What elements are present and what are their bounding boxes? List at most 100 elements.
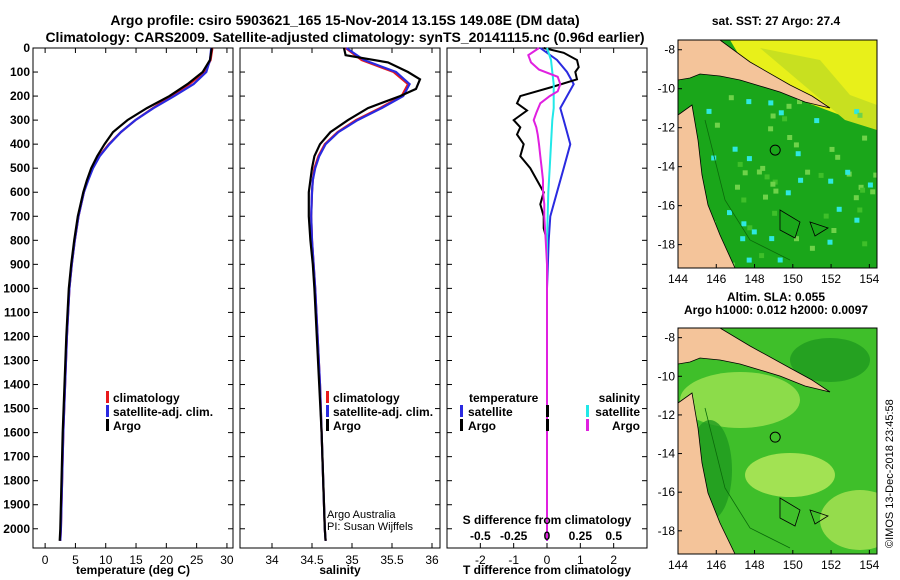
legend-sal-argo-marker xyxy=(586,419,589,431)
sst-pixel xyxy=(770,181,776,187)
series-climatology xyxy=(59,47,214,541)
sst-pixel xyxy=(746,257,752,263)
secondary-x-tick-label: 0.5 xyxy=(605,529,622,543)
sst-pixel xyxy=(741,197,747,203)
sst-pixel xyxy=(760,165,766,171)
sla-high-anomaly xyxy=(680,372,800,428)
y-tick-label: 1400 xyxy=(3,378,30,392)
y-tick-label: 100 xyxy=(10,65,30,79)
sst-pixel xyxy=(795,151,801,157)
map-y-tick-label: -10 xyxy=(658,82,676,96)
sst-pixel xyxy=(857,112,863,118)
map-y-tick-label: -18 xyxy=(658,524,676,538)
sst-pixel xyxy=(798,177,804,183)
sst-pixel xyxy=(853,195,859,201)
x-tick-label: 35 xyxy=(345,553,359,567)
map-x-tick-label: 150 xyxy=(783,272,803,286)
legend-temp-argo-label: Argo xyxy=(468,419,496,433)
sst-pixel xyxy=(778,110,784,116)
x-tick-label: -2 xyxy=(475,553,486,567)
sst-pixel xyxy=(836,206,842,212)
x-tick-label: 34.5 xyxy=(300,553,324,567)
sla-map-panel: Altim. SLA: 0.055 Argo h1000: 0.012 h200… xyxy=(658,290,880,572)
sst-contour xyxy=(704,119,791,261)
map-x-tick-label: 146 xyxy=(706,558,726,572)
sst-pixel xyxy=(797,99,802,105)
sla-contour xyxy=(704,407,791,549)
map-x-tick-label: 144 xyxy=(668,272,688,286)
sst-pixel xyxy=(770,113,776,119)
series-satellite-adj-clim xyxy=(310,47,411,541)
legend-climatology-marker xyxy=(106,391,109,403)
series-satellite-adj-clim xyxy=(59,47,213,541)
map-y-tick-label: -16 xyxy=(658,485,676,499)
x-tick-label: 30 xyxy=(220,553,234,567)
y-tick-label: 1300 xyxy=(3,354,30,368)
series-argo xyxy=(307,47,422,541)
sst-pixel xyxy=(737,161,743,167)
sla-land-newguinea xyxy=(678,328,831,393)
legend-zero-marker xyxy=(546,419,549,431)
legend-temp-satellite-label: satellite xyxy=(468,405,513,419)
sst-pixel xyxy=(711,155,717,161)
sst-transition-region xyxy=(760,48,877,130)
sst-map-frame xyxy=(677,39,878,269)
sla-map-title: Altim. SLA: 0.055 xyxy=(727,290,825,304)
sla-high-anomaly xyxy=(745,453,835,497)
sst-pixel xyxy=(857,207,863,213)
legend-satellite-label: satellite-adj. clim. xyxy=(333,405,433,419)
map-x-tick-label: 148 xyxy=(745,558,765,572)
sst-pixel xyxy=(759,253,765,259)
salinity-difference-axis-label: S difference from climatology xyxy=(463,513,632,527)
sst-pixel xyxy=(763,194,768,200)
legend-satellite-marker xyxy=(106,405,109,417)
map-y-tick-label: -14 xyxy=(658,160,676,174)
map-x-tick-label: 144 xyxy=(668,558,688,572)
sla-low-anomaly xyxy=(790,338,870,382)
map-y-tick-label: -14 xyxy=(658,447,676,461)
sla-reef-outlines xyxy=(779,497,829,527)
salinity-legend: climatology satellite-adj. clim. Argo xyxy=(326,391,433,433)
x-tick-label: 0 xyxy=(544,553,551,567)
credit-argo-australia: Argo Australia xyxy=(327,509,396,521)
sst-pixel xyxy=(845,169,851,175)
sst-pixel xyxy=(835,154,841,160)
legend-satellite-label: satellite-adj. clim. xyxy=(113,405,213,419)
imos-watermark: ©IMOS 13-Dec-2018 23:45:58 xyxy=(884,399,896,548)
figure-title-line1: Argo profile: csiro 5903621_165 15-Nov-2… xyxy=(110,12,579,28)
y-tick-label: 700 xyxy=(10,209,30,223)
sst-pixel xyxy=(746,156,752,162)
y-tick-label: 1800 xyxy=(3,474,30,488)
salinity-panel-frame xyxy=(239,47,441,549)
x-tick-label: 20 xyxy=(160,553,174,567)
temperature-panel: 0100200300400500600700800900100011001200… xyxy=(3,41,234,577)
x-tick-label: 10 xyxy=(99,553,113,567)
y-tick-label: 200 xyxy=(10,89,30,103)
sst-pixel xyxy=(706,108,712,114)
sst-pixel xyxy=(741,221,747,227)
map-x-tick-label: 152 xyxy=(821,272,841,286)
y-tick-label: 400 xyxy=(10,137,30,151)
legend-temperature-title: temperature xyxy=(469,391,539,405)
sst-pixel xyxy=(740,236,746,242)
temperature-panel-frame xyxy=(32,47,234,549)
y-tick-label: 2000 xyxy=(3,522,30,536)
difference-panel: -2 -1 0 1 2 temperature satellite Argo salin… xyxy=(446,47,648,577)
sst-pixel xyxy=(860,187,866,193)
sst-pixel xyxy=(862,241,868,247)
x-tick-label: 34 xyxy=(265,553,279,567)
sst-pixel xyxy=(873,172,877,178)
y-tick-label: 1100 xyxy=(4,305,30,319)
sst-reef-outlines xyxy=(779,209,829,239)
series-salinity-argo xyxy=(527,47,562,541)
sla-map-frame xyxy=(677,327,878,555)
legend-sal-argo-label: Argo xyxy=(612,419,640,433)
x-tick-label: 35.5 xyxy=(380,553,404,567)
sst-pixel xyxy=(794,236,799,242)
sst-pixel xyxy=(764,174,770,180)
x-tick-label: 2 xyxy=(610,553,617,567)
sst-pixel xyxy=(867,182,873,188)
sst-pixel xyxy=(777,257,783,263)
legend-climatology-marker xyxy=(326,391,329,403)
temperature-legend: climatology satellite-adj. clim. Argo xyxy=(106,391,213,433)
